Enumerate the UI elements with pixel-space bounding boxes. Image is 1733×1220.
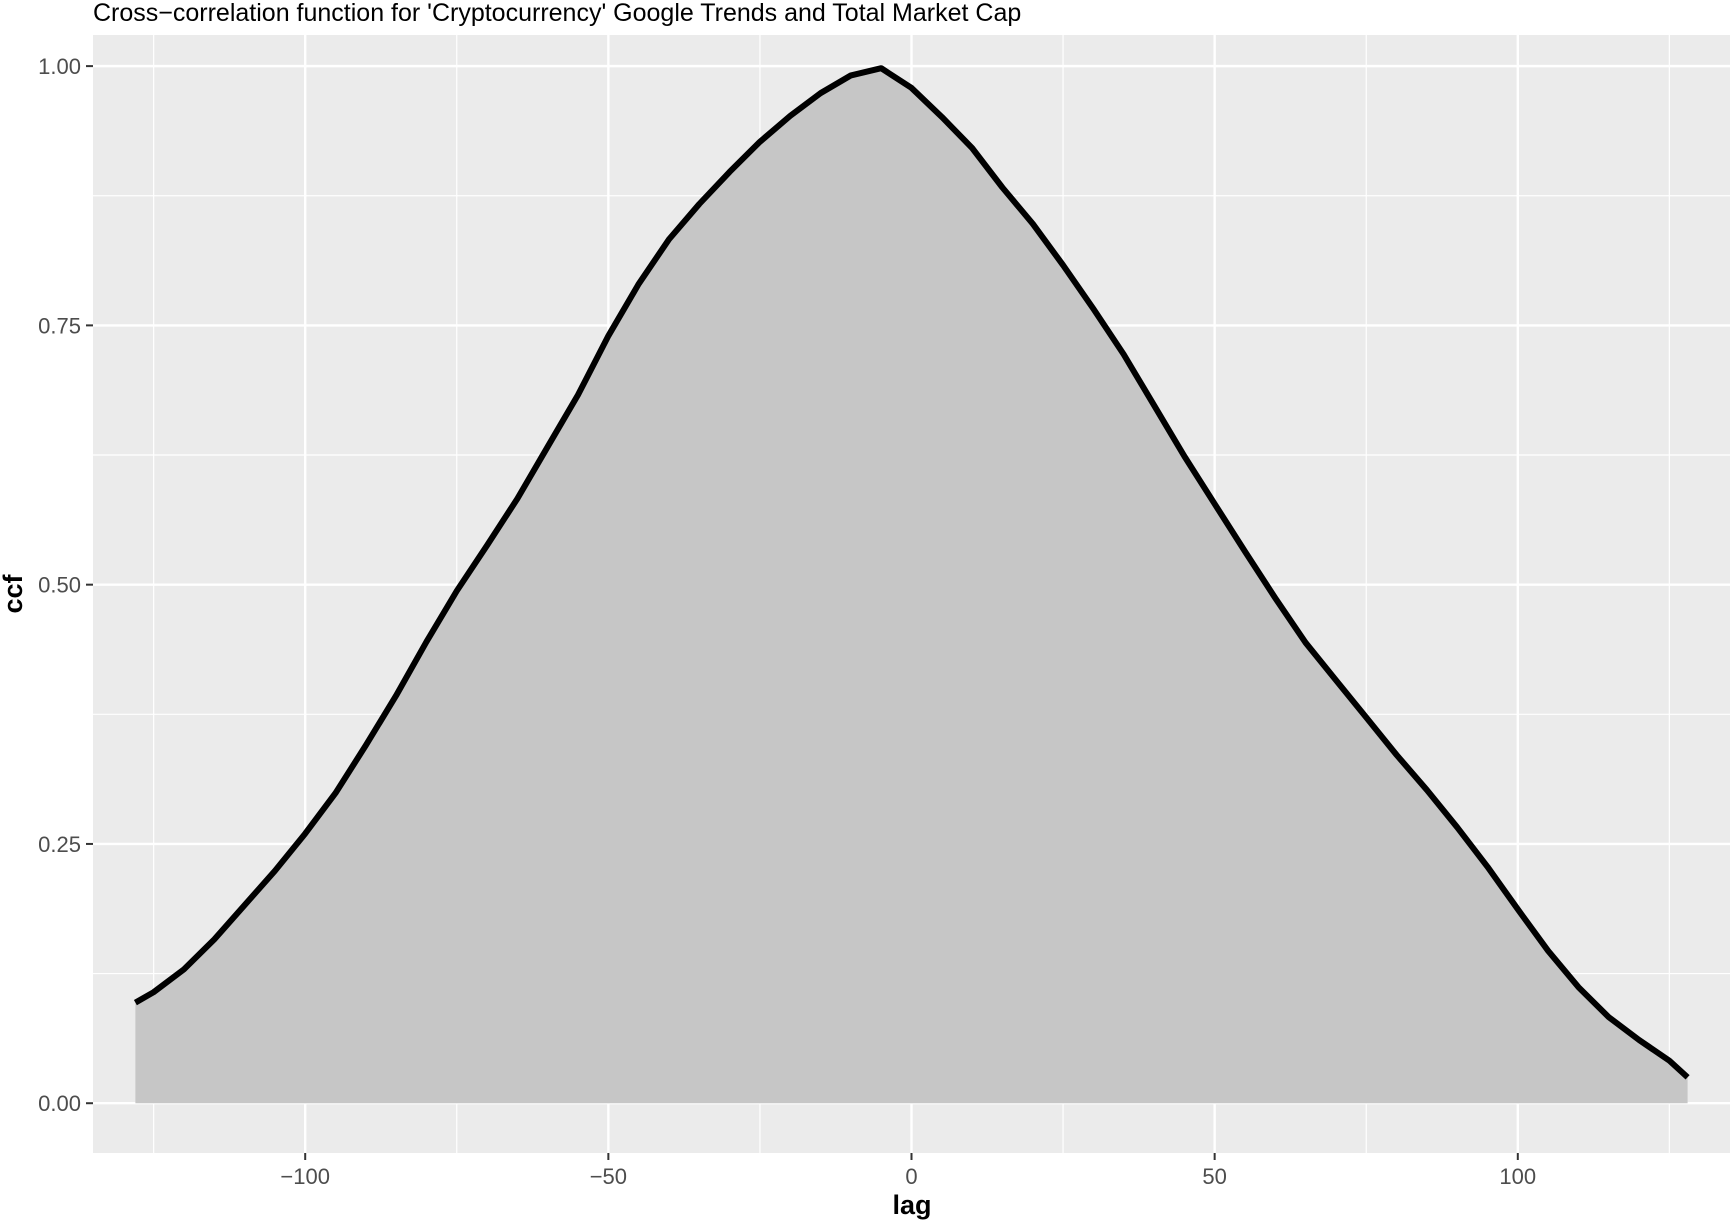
x-axis: −100 −50 0 50 100 bbox=[280, 1153, 1536, 1189]
x-tick-label: 100 bbox=[1499, 1164, 1536, 1189]
chart-title: Cross−correlation function for 'Cryptocu… bbox=[93, 0, 1021, 27]
ccf-area-fill bbox=[135, 68, 1688, 1104]
x-tick-label: −50 bbox=[590, 1164, 627, 1189]
y-axis: 0.00 0.25 0.50 0.75 1.00 bbox=[38, 54, 93, 1116]
y-tick-label: 0.50 bbox=[38, 573, 81, 598]
y-tick-label: 0.75 bbox=[38, 313, 81, 338]
x-tick-label: 50 bbox=[1202, 1164, 1226, 1189]
y-tick-label: 0.25 bbox=[38, 832, 81, 857]
y-axis-title: ccf bbox=[0, 573, 28, 613]
ccf-line bbox=[133, 65, 1690, 1080]
y-tick-label: 0.00 bbox=[38, 1091, 81, 1116]
x-axis-title: lag bbox=[892, 1190, 931, 1220]
x-tick-label: 0 bbox=[905, 1164, 917, 1189]
x-tick-label: −100 bbox=[280, 1164, 330, 1189]
y-tick-label: 1.00 bbox=[38, 54, 81, 79]
